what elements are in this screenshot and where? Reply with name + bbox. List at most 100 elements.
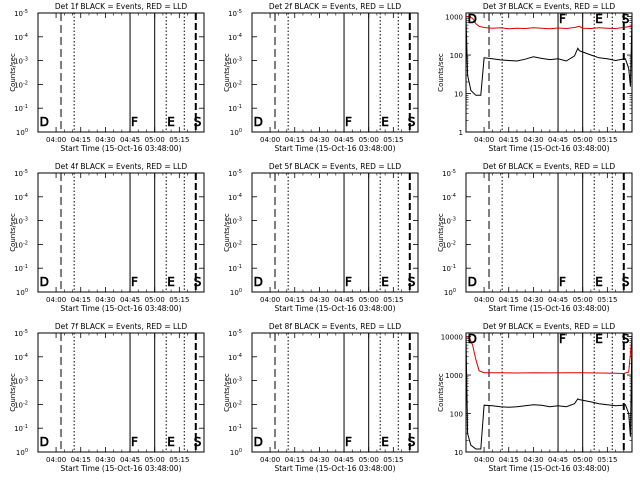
y-tick-exponent: 0 [239,128,242,134]
x-tick-label: 05:00 [145,296,165,304]
event-marker-label: E [167,275,175,289]
y-tick-exponent: -4 [237,33,242,39]
y-tick-label: 100 [230,448,242,457]
y-tick-exponent: -1 [451,264,456,270]
x-tick-label: 04:45 [120,296,140,304]
x-tick-label: 04:30 [95,456,115,464]
y-tick-label: 10-5 [228,169,242,178]
event-marker-label: F [345,275,352,289]
y-tick-label: 10-2 [442,240,456,249]
chart-title: Det 5f BLACK = Events, RED = LLD [269,162,402,171]
x-tick-label: 04:15 [71,136,91,144]
y-tick-exponent: -5 [23,329,28,335]
y-tick-label: 10-1 [14,104,28,113]
x-axis-label: Start Time (15-Oct-16 03:48:00) [488,144,609,153]
y-tick-label: 10-3 [14,377,28,386]
event-marker-label: D [254,115,263,129]
event-marker-label: D [254,275,263,289]
x-tick-label: 05:00 [359,296,379,304]
x-tick-label: 04:15 [285,136,305,144]
y-tick-exponent: -5 [451,169,456,175]
plot-frame [465,172,633,293]
y-tick-label: 10-1 [228,264,242,273]
event-marker-label: S [194,435,202,449]
event-marker-label: D [468,332,477,346]
event-marker-label: E [595,12,603,26]
y-tick-label: 1000 [445,372,463,380]
y-tick-label: 10-5 [228,329,242,338]
event-marker-label: D [254,435,263,449]
chart-panel-6: Det 6f BLACK = Events, RED = LLD 100 10-1 1… [437,162,633,313]
event-marker-label: E [381,275,389,289]
plot-frame [37,12,205,133]
event-marker-label: D [40,275,49,289]
y-tick-label: 10-3 [442,217,456,226]
y-tick-label: 10-5 [14,169,28,178]
event-marker-label: E [167,115,175,129]
x-tick-label: 05:00 [145,136,165,144]
y-tick-exponent: -3 [23,217,28,223]
x-tick-label: 04:45 [548,456,568,464]
y-tick-exponent: -5 [237,329,242,335]
y-tick-exponent: -3 [23,377,28,383]
x-tick-label: 05:15 [383,136,403,144]
x-tick-label: 04:45 [334,296,354,304]
y-tick-label: 100 [450,52,463,60]
x-tick-label: 05:00 [573,296,593,304]
y-tick-label: 10-1 [442,264,456,273]
y-tick-exponent: -4 [237,193,242,199]
x-tick-label: 04:00 [260,136,280,144]
y-axis-label: Counts/sec [9,373,17,412]
chart-title: Det 6f BLACK = Events, RED = LLD [483,162,616,171]
y-tick-label: 100 [16,128,28,137]
y-axis-label: Counts/sec [9,53,17,92]
chart-panel-5: Det 5f BLACK = Events, RED = LLD 100 10-1 1… [223,162,419,313]
y-tick-label: 10-3 [228,57,242,66]
event-marker-label: E [595,332,603,346]
plot-frame [251,172,419,293]
y-tick-exponent: 0 [239,288,242,294]
x-tick-label: 05:15 [597,296,617,304]
y-tick-exponent: -2 [237,240,242,246]
y-tick-exponent: -2 [451,240,456,246]
series-line-2 [465,336,633,450]
y-tick-exponent: -3 [237,377,242,383]
y-tick-exponent: -1 [237,424,242,430]
x-axis-label: Start Time (15-Oct-16 03:48:00) [274,144,395,153]
y-tick-label: 100 [230,128,242,137]
y-tick-label: 10-4 [14,193,28,202]
x-tick-label: 05:15 [597,456,617,464]
plot-frame [37,172,205,293]
y-tick-label: 10-4 [228,193,242,202]
y-tick-exponent: 0 [239,448,242,454]
event-marker-label: S [622,275,630,289]
x-axis-label: Start Time (15-Oct-16 03:48:00) [488,464,609,473]
y-tick-label: 100 [16,288,28,297]
chart-title: Det 9f BLACK = Events, RED = LLD [483,322,616,331]
y-tick-label: 10-4 [228,353,242,362]
y-tick-label: 10-4 [228,33,242,42]
y-tick-exponent: -1 [23,104,28,110]
y-tick-label: 100 [450,411,463,419]
y-axis-label: Counts/sec [437,53,445,92]
event-marker-label: S [408,275,416,289]
y-tick-exponent: -1 [23,264,28,270]
y-tick-label: 10-3 [228,377,242,386]
event-marker-label: F [131,435,138,449]
chart-title: Det 3f BLACK = Events, RED = LLD [483,2,616,11]
y-tick-exponent: -5 [237,9,242,15]
plot-frame [465,12,633,133]
event-marker-label: F [559,332,566,346]
x-tick-label: 04:00 [260,456,280,464]
y-tick-exponent: -5 [23,9,28,15]
event-marker-label: F [345,435,352,449]
y-tick-exponent: 0 [25,288,28,294]
y-tick-exponent: -3 [23,57,28,63]
x-axis-label: Start Time (15-Oct-16 03:48:00) [60,464,181,473]
x-tick-label: 04:15 [499,136,519,144]
y-axis-label: Counts/sec [9,213,17,252]
y-axis-label: Counts/sec [437,373,445,412]
y-tick-label: 10-2 [14,400,28,409]
y-tick-label: 10-2 [228,240,242,249]
